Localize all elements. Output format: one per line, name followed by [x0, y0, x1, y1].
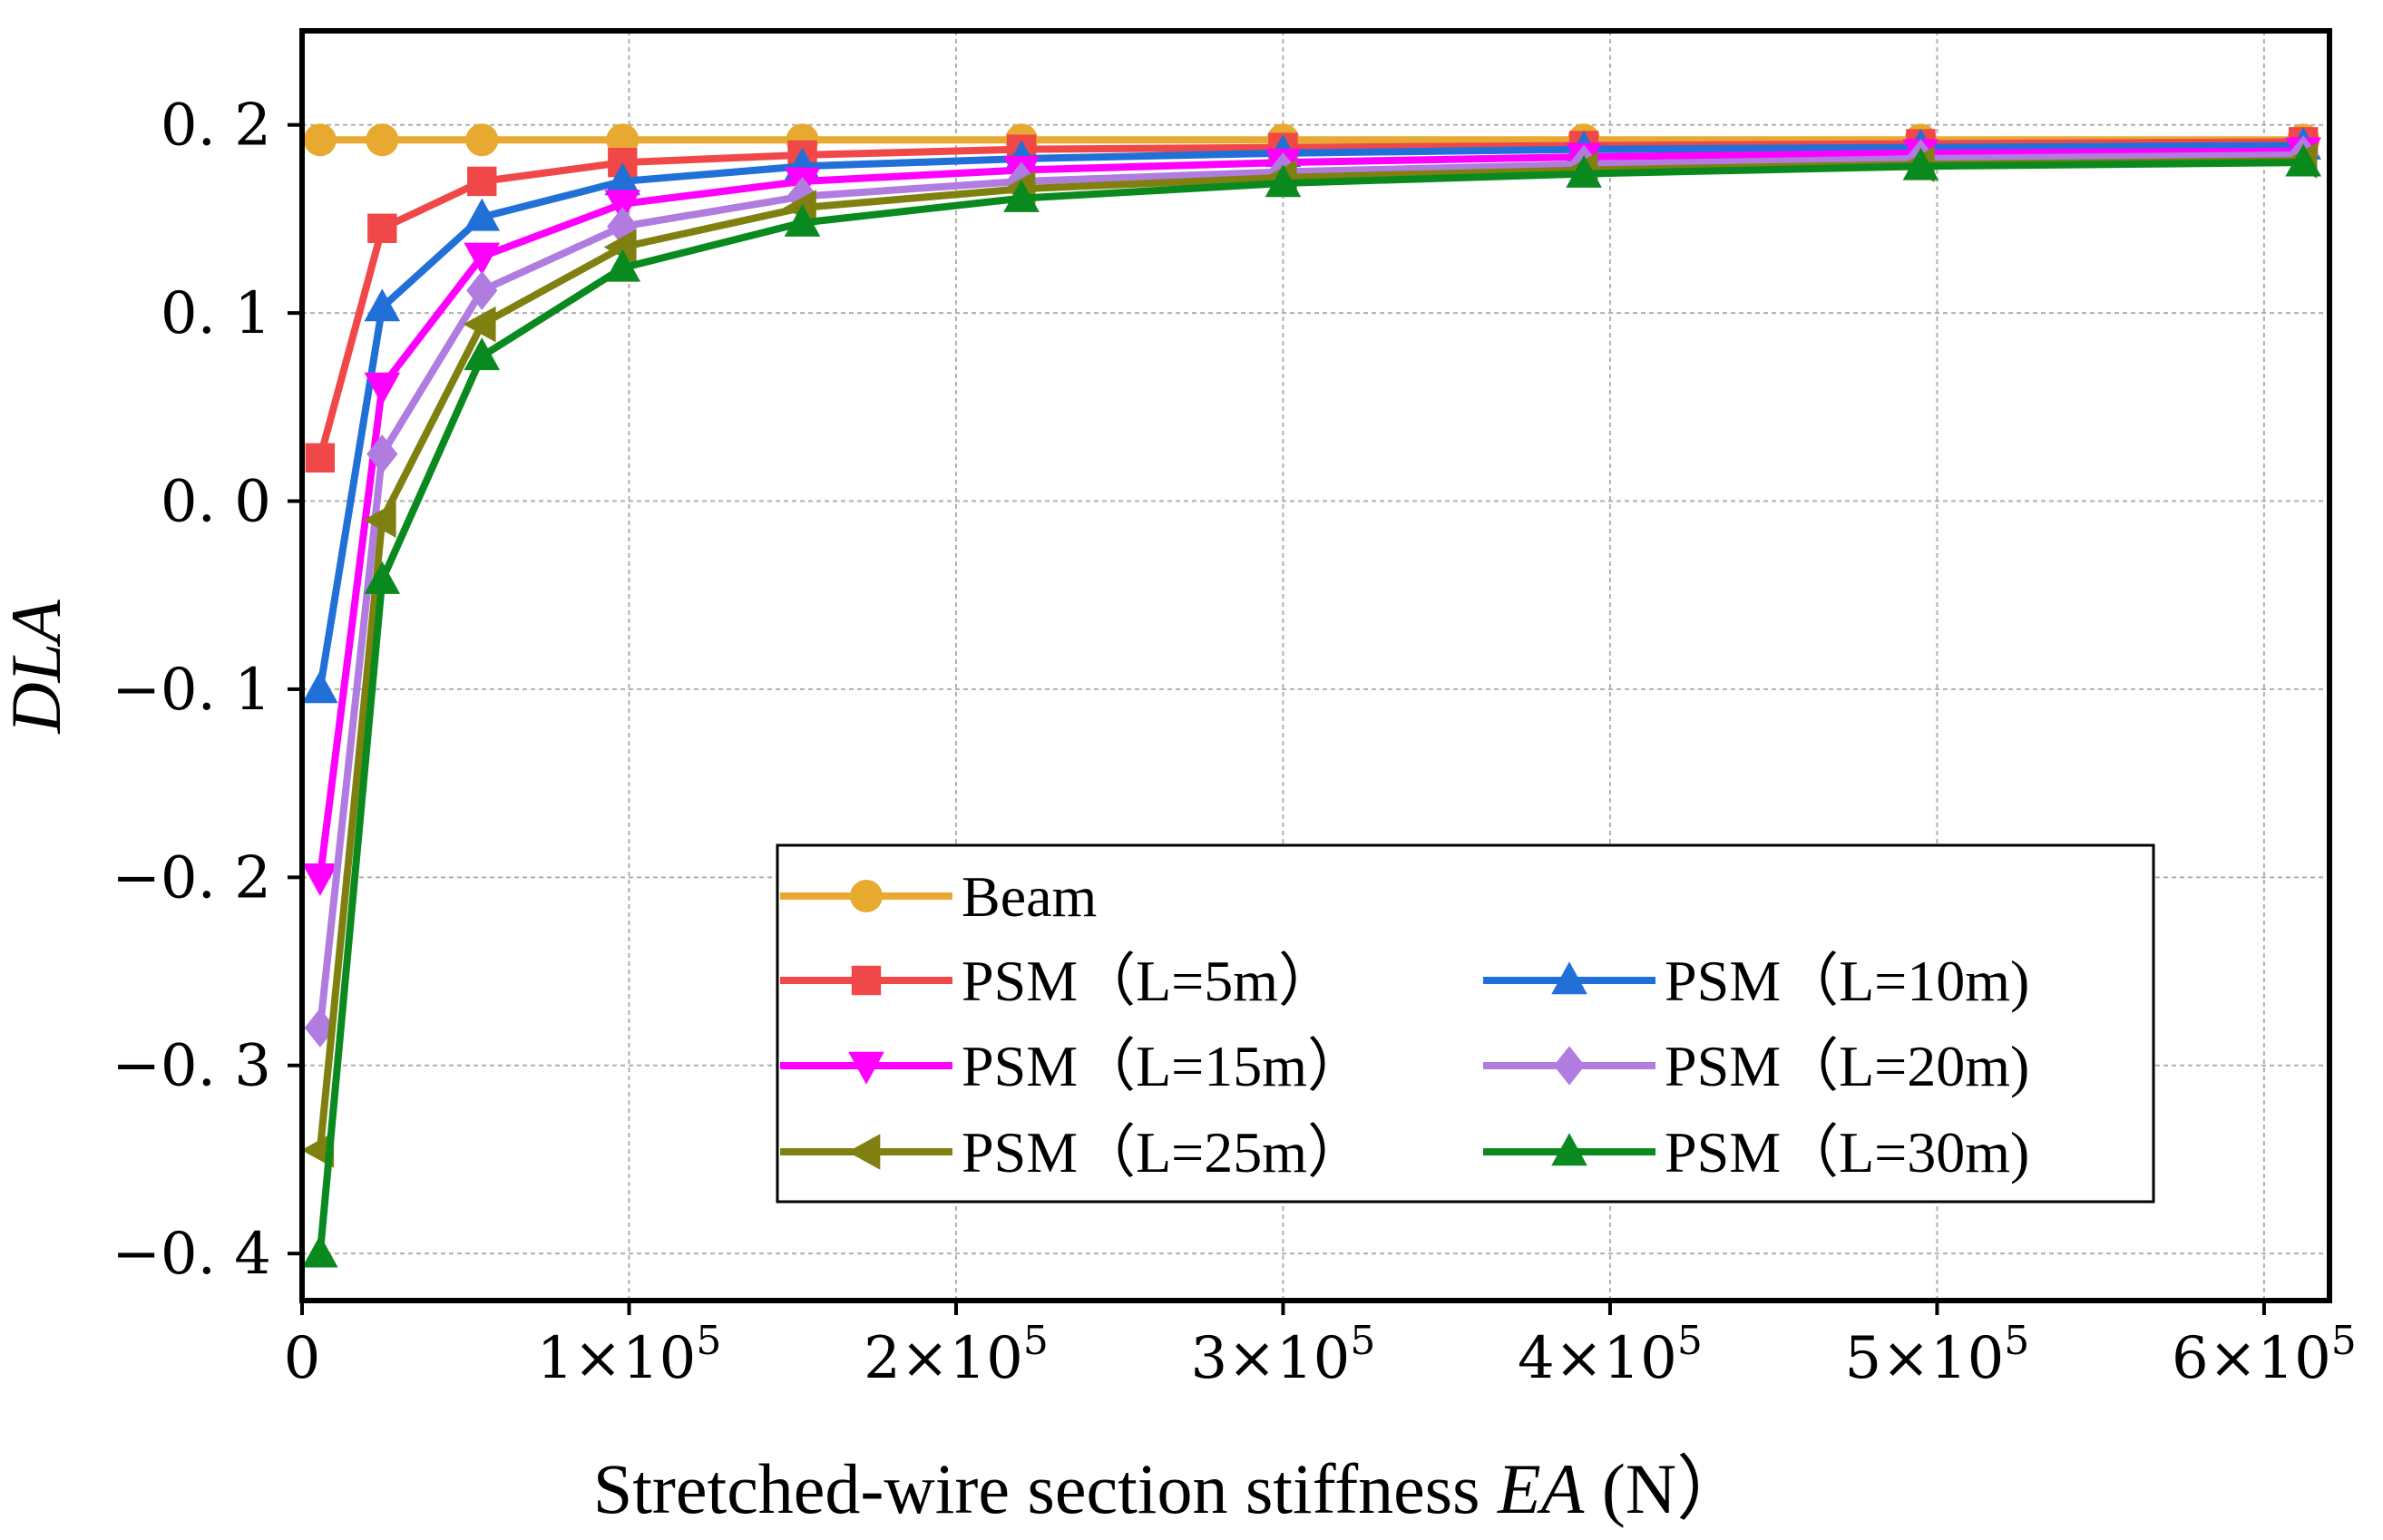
series-layer: [301, 123, 2321, 1268]
data-point: [364, 288, 401, 322]
legend-swatch-marker: [1553, 1046, 1586, 1086]
legend-entry-psm-l-15m: PSM（L=15m）: [780, 1034, 1365, 1098]
x-tick-label: 1×105: [537, 1318, 722, 1392]
data-point: [604, 249, 641, 282]
series-psm-l-30m: [302, 143, 2321, 1268]
data-point: [364, 372, 401, 405]
data-point: [363, 502, 396, 539]
legend-label: PSM（L=30m): [1665, 1120, 2029, 1184]
y-axis-title: DLA: [0, 599, 75, 735]
legend-entry-psm-l-25m: PSM（L=25m）: [780, 1120, 1365, 1184]
legend-swatch-marker: [847, 1134, 881, 1170]
data-point: [366, 434, 398, 474]
data-point: [1566, 154, 1602, 188]
legend-swatch-marker: [848, 1051, 884, 1085]
data-point: [784, 203, 821, 237]
data-point: [464, 337, 501, 371]
series-line: [316, 138, 2304, 459]
x-tick-mantissa: 3×10: [1191, 1325, 1351, 1392]
legend-entry-psm-l-10m: PSM（L=10m): [1483, 949, 2029, 1013]
legend-entry-beam: Beam: [780, 864, 1097, 929]
data-point: [366, 123, 399, 157]
legend-label: PSM（L=20m): [1665, 1034, 2029, 1098]
x-tick-exponent: 5: [1350, 1318, 1375, 1364]
x-tick-mantissa: 2×10: [864, 1325, 1023, 1392]
data-point: [467, 166, 497, 197]
data-point: [305, 443, 336, 473]
data-point: [302, 670, 338, 704]
x-tick-label: 0: [284, 1325, 321, 1392]
legend-label: PSM（L=10m): [1665, 949, 2029, 1013]
y-tick-label: 0. 2: [161, 93, 271, 160]
legend-entry-psm-l-30m: PSM（L=30m): [1483, 1120, 2029, 1184]
data-point: [604, 162, 641, 196]
x-axis-title-prefix: Stretched-wire section stiffness: [593, 1449, 1498, 1528]
x-tick-mantissa: 4×10: [1518, 1325, 1677, 1392]
x-tick-exponent: 5: [1677, 1318, 1703, 1364]
legend-swatch-marker: [851, 965, 882, 996]
y-tick-label: −0. 2: [112, 844, 271, 911]
data-point: [603, 229, 637, 266]
x-tick-label: 2×105: [864, 1318, 1049, 1392]
y-tick-label: −0. 1: [112, 657, 271, 724]
data-point: [2285, 143, 2321, 177]
data-point: [466, 270, 498, 310]
legend-box: [776, 843, 2155, 1204]
x-tick-exponent: 5: [1023, 1318, 1049, 1364]
series-line: [316, 141, 2304, 690]
x-axis-title-unit: (N）: [1584, 1449, 1747, 1528]
data-point: [604, 190, 641, 223]
x-tick-label: 6×105: [2172, 1318, 2357, 1392]
x-tick-exponent: 5: [2331, 1318, 2357, 1364]
data-point: [364, 560, 401, 594]
data-point: [1902, 147, 1939, 180]
y-tick-label: 0. 1: [161, 280, 271, 347]
data-point: [607, 207, 639, 247]
x-tick-mantissa: 1×10: [537, 1325, 697, 1392]
data-point: [302, 863, 338, 897]
x-tick-exponent: 5: [2004, 1318, 2029, 1364]
data-point: [463, 306, 496, 343]
data-point: [303, 123, 337, 157]
y-tick-label: −0. 3: [112, 1033, 271, 1100]
data-point: [465, 123, 499, 157]
x-tick-mantissa: 5×10: [1845, 1325, 2005, 1392]
data-point: [464, 242, 501, 276]
legend-entry-psm-l-5m: PSM（L=5m）: [780, 949, 1336, 1013]
axis-ticks: [288, 122, 2266, 1315]
x-tick-exponent: 5: [696, 1318, 721, 1364]
x-tick-labels: 0 1×105 2×105 3×105 4×105 5×105 6×105: [284, 1318, 2357, 1392]
y-tick-label: 0. 0: [161, 469, 271, 536]
legend-label: PSM（L=5m）: [962, 949, 1336, 1013]
data-point: [1265, 164, 1302, 198]
legend-swatch-marker: [1551, 1133, 1587, 1166]
data-point: [304, 1008, 336, 1048]
legend: Beam PSM（L=5m） PSM（L=10m) PSM（L=15m） PSM（L=2…: [776, 843, 2155, 1204]
x-tick-mantissa: 6×10: [2172, 1325, 2331, 1392]
y-tick-label: −0. 4: [112, 1221, 271, 1288]
legend-label: PSM（L=25m）: [962, 1120, 1365, 1184]
data-point: [302, 1234, 338, 1268]
data-point: [367, 213, 397, 243]
x-tick-label: 3×105: [1191, 1318, 1376, 1392]
x-tick-label: 4×105: [1518, 1318, 1703, 1392]
series-line: [316, 147, 2304, 878]
x-axis-title-variable: EA: [1497, 1449, 1585, 1528]
legend-swatch-marker: [1551, 961, 1587, 995]
series-line: [316, 159, 2304, 1254]
series-line: [316, 151, 2304, 1028]
series-psm-l-5m: [305, 127, 2319, 473]
x-tick-label: 5×105: [1845, 1318, 2030, 1392]
data-point: [464, 198, 501, 231]
x-axis-title: Stretched-wire section stiffness EA (N）: [593, 1449, 1747, 1528]
plot-frame: [299, 28, 2332, 1303]
data-point: [1003, 179, 1040, 212]
y-tick-labels: 0. 2 0. 1 0. 0 −0. 1 −0. 2 −0. 3 −0. 4: [112, 93, 271, 1288]
legend-entry-psm-l-20m: PSM（L=20m): [1483, 1034, 2029, 1098]
legend-label: Beam: [962, 864, 1097, 929]
legend-label: PSM（L=15m）: [962, 1034, 1365, 1098]
legend-swatch-marker: [850, 880, 883, 912]
